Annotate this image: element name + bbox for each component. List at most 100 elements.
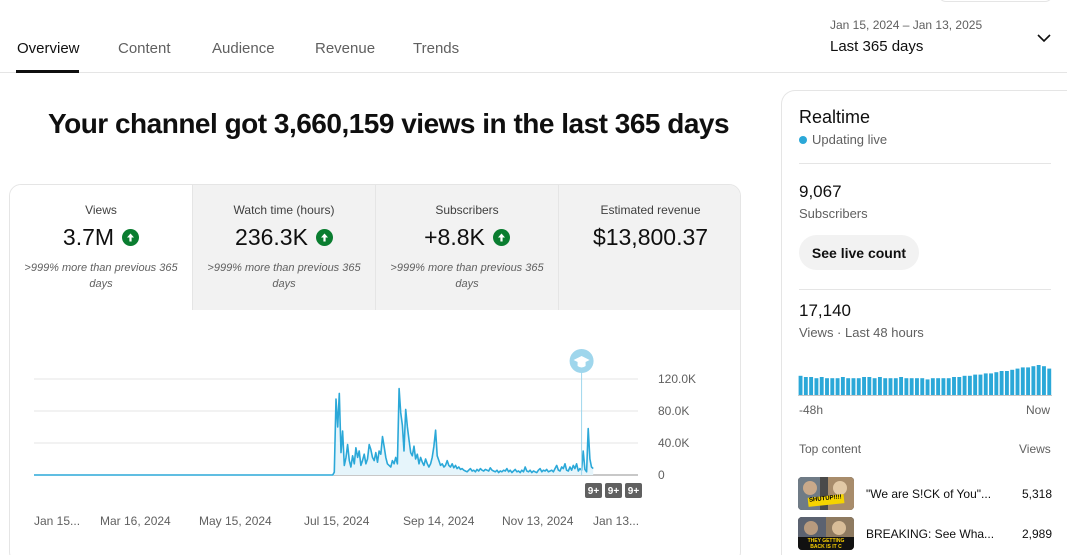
realtime-bar <box>941 378 946 395</box>
realtime-bar-chart[interactable] <box>798 361 1052 397</box>
realtime-bar <box>825 378 829 395</box>
x-tick-label: Nov 13, 2024 <box>502 514 574 528</box>
realtime-bar <box>809 377 814 395</box>
realtime-bar <box>877 377 882 395</box>
mini-axis-end: Now <box>1026 403 1051 417</box>
metric-value: 3.7M <box>62 224 115 250</box>
video-title[interactable]: "We are S!CK of You"... <box>866 487 992 501</box>
realtime-bar <box>1020 367 1025 395</box>
views-line-chart[interactable]: 120.0K 80.0K 40.0K 0 9+ 9+ 9+ <box>10 310 741 555</box>
notification-badge: 9+ <box>625 483 642 498</box>
realtime-bar <box>1004 371 1009 395</box>
metric-label: Watch time (hours) <box>233 203 335 217</box>
metric-tab-subscribers[interactable]: Subscribers +8.8K >999% more than previo… <box>376 185 559 310</box>
realtime-bar <box>967 375 972 395</box>
video-thumbnail[interactable]: SHUTUP!!!! <box>798 477 854 510</box>
realtime-bar <box>835 378 840 395</box>
metric-value: +8.8K <box>424 224 485 250</box>
svg-text:9+: 9+ <box>608 486 620 497</box>
video-title[interactable]: BREAKING: See Wha... <box>866 527 995 541</box>
top-control-edge <box>938 0 1053 2</box>
live-status-label: Updating live <box>812 132 888 147</box>
realtime-bar <box>946 378 951 395</box>
realtime-bar <box>915 378 919 395</box>
trend-up-icon <box>492 229 510 246</box>
realtime-bar <box>1031 366 1036 395</box>
realtime-bar <box>862 377 866 395</box>
realtime-bar <box>1010 369 1015 395</box>
live-status: Updating live <box>799 132 887 147</box>
realtime-bar <box>830 378 835 395</box>
metric-tab-watch-time[interactable]: Watch time (hours) 236.3K >999% more tha… <box>193 185 376 310</box>
realtime-bar <box>925 379 930 395</box>
realtime-bar <box>883 378 888 395</box>
metric-comparison: >999% more than previous 365 days <box>24 262 178 290</box>
realtime-bar <box>888 378 893 395</box>
metric-comparison: >999% more than previous 365 days <box>390 262 544 290</box>
tab-revenue[interactable]: Revenue <box>315 40 376 57</box>
realtime-bar <box>957 377 962 395</box>
realtime-bar <box>819 377 824 395</box>
top-content-item[interactable]: THEY GETTING BACK IS IT C BROOK! BREAKIN… <box>798 517 1052 551</box>
y-tick-label: 40.0K <box>658 436 689 450</box>
realtime-bar <box>899 377 904 395</box>
top-nav-bar: Overview Content Audience Revenue Trends… <box>0 0 1067 73</box>
tab-audience[interactable]: Audience <box>212 40 275 57</box>
subscriber-label: Subscribers <box>799 206 868 221</box>
realtime-bar <box>904 378 909 395</box>
tab-trends[interactable]: Trends <box>413 40 460 57</box>
video-thumbnail[interactable]: THEY GETTING BACK IS IT C BROOK! <box>798 517 854 550</box>
date-range-text: Jan 15, 2024 – Jan 13, 2025 <box>830 18 983 32</box>
realtime-bar <box>952 377 956 395</box>
realtime-bar <box>973 374 978 395</box>
realtime-bar <box>978 374 983 395</box>
realtime-bar <box>1036 365 1041 395</box>
metric-label: Subscribers <box>435 203 499 217</box>
svg-text:9+: 9+ <box>628 486 640 497</box>
realtime-bar <box>872 378 877 395</box>
realtime-bar <box>999 371 1004 395</box>
mini-axis-start: -48h <box>799 403 824 417</box>
realtime-bar <box>1015 368 1020 395</box>
tab-content[interactable]: Content <box>118 40 171 57</box>
x-tick-label: Jul 15, 2024 <box>304 514 370 528</box>
divider <box>799 163 1051 164</box>
y-tick-label: 0 <box>658 468 665 482</box>
metric-value: 236.3K <box>235 224 308 250</box>
active-tab-indicator <box>16 70 79 73</box>
realtime-views-count: 17,140 <box>799 301 851 320</box>
realtime-bar <box>989 373 993 395</box>
x-tick-label: Jan 15... <box>34 514 81 528</box>
metric-tab-views[interactable]: Views 3.7M >999% more than previous 365 … <box>10 185 193 310</box>
realtime-bar <box>1042 366 1046 395</box>
metric-tab-estimated-revenue[interactable]: Estimated revenue $13,800.37 <box>559 185 740 310</box>
metric-comparison: >999% more than previous 365 days <box>207 262 361 290</box>
realtime-bar <box>846 378 851 395</box>
overview-chart-card: Views 3.7M >999% more than previous 365 … <box>9 184 741 555</box>
video-views: 5,318 <box>1021 487 1052 501</box>
subscriber-count: 9,067 <box>799 182 842 201</box>
metric-value: $13,800.37 <box>592 224 709 250</box>
tab-overview[interactable]: Overview <box>17 40 80 57</box>
realtime-card: Realtime Updating live 9,067 Subscribers… <box>781 90 1067 555</box>
chevron-down-icon[interactable] <box>1036 30 1052 46</box>
y-tick-label: 120.0K <box>658 372 696 386</box>
top-content-item[interactable]: SHUTUP!!!! "We are S!CK of You"... 5,318 <box>798 477 1052 511</box>
svg-text:9+: 9+ <box>588 486 600 497</box>
realtime-bar <box>867 377 872 395</box>
realtime-bar <box>856 378 861 395</box>
live-dot-icon <box>799 135 807 144</box>
see-live-count-button[interactable]: See live count <box>799 235 919 270</box>
date-range-label: Last 365 days <box>830 38 924 55</box>
realtime-bar <box>798 375 803 395</box>
notification-badge: 9+ <box>605 483 622 498</box>
graduation-cap-icon <box>569 349 594 373</box>
realtime-bar <box>893 378 898 395</box>
divider <box>799 289 1051 290</box>
realtime-bar <box>909 378 914 395</box>
video-views: 2,989 <box>1021 527 1052 541</box>
realtime-bar <box>983 373 988 395</box>
realtime-bar <box>994 372 999 395</box>
thumbnail-text: THEY GETTING BACK IS IT C BROOK! <box>807 538 845 550</box>
realtime-bar <box>803 377 808 395</box>
